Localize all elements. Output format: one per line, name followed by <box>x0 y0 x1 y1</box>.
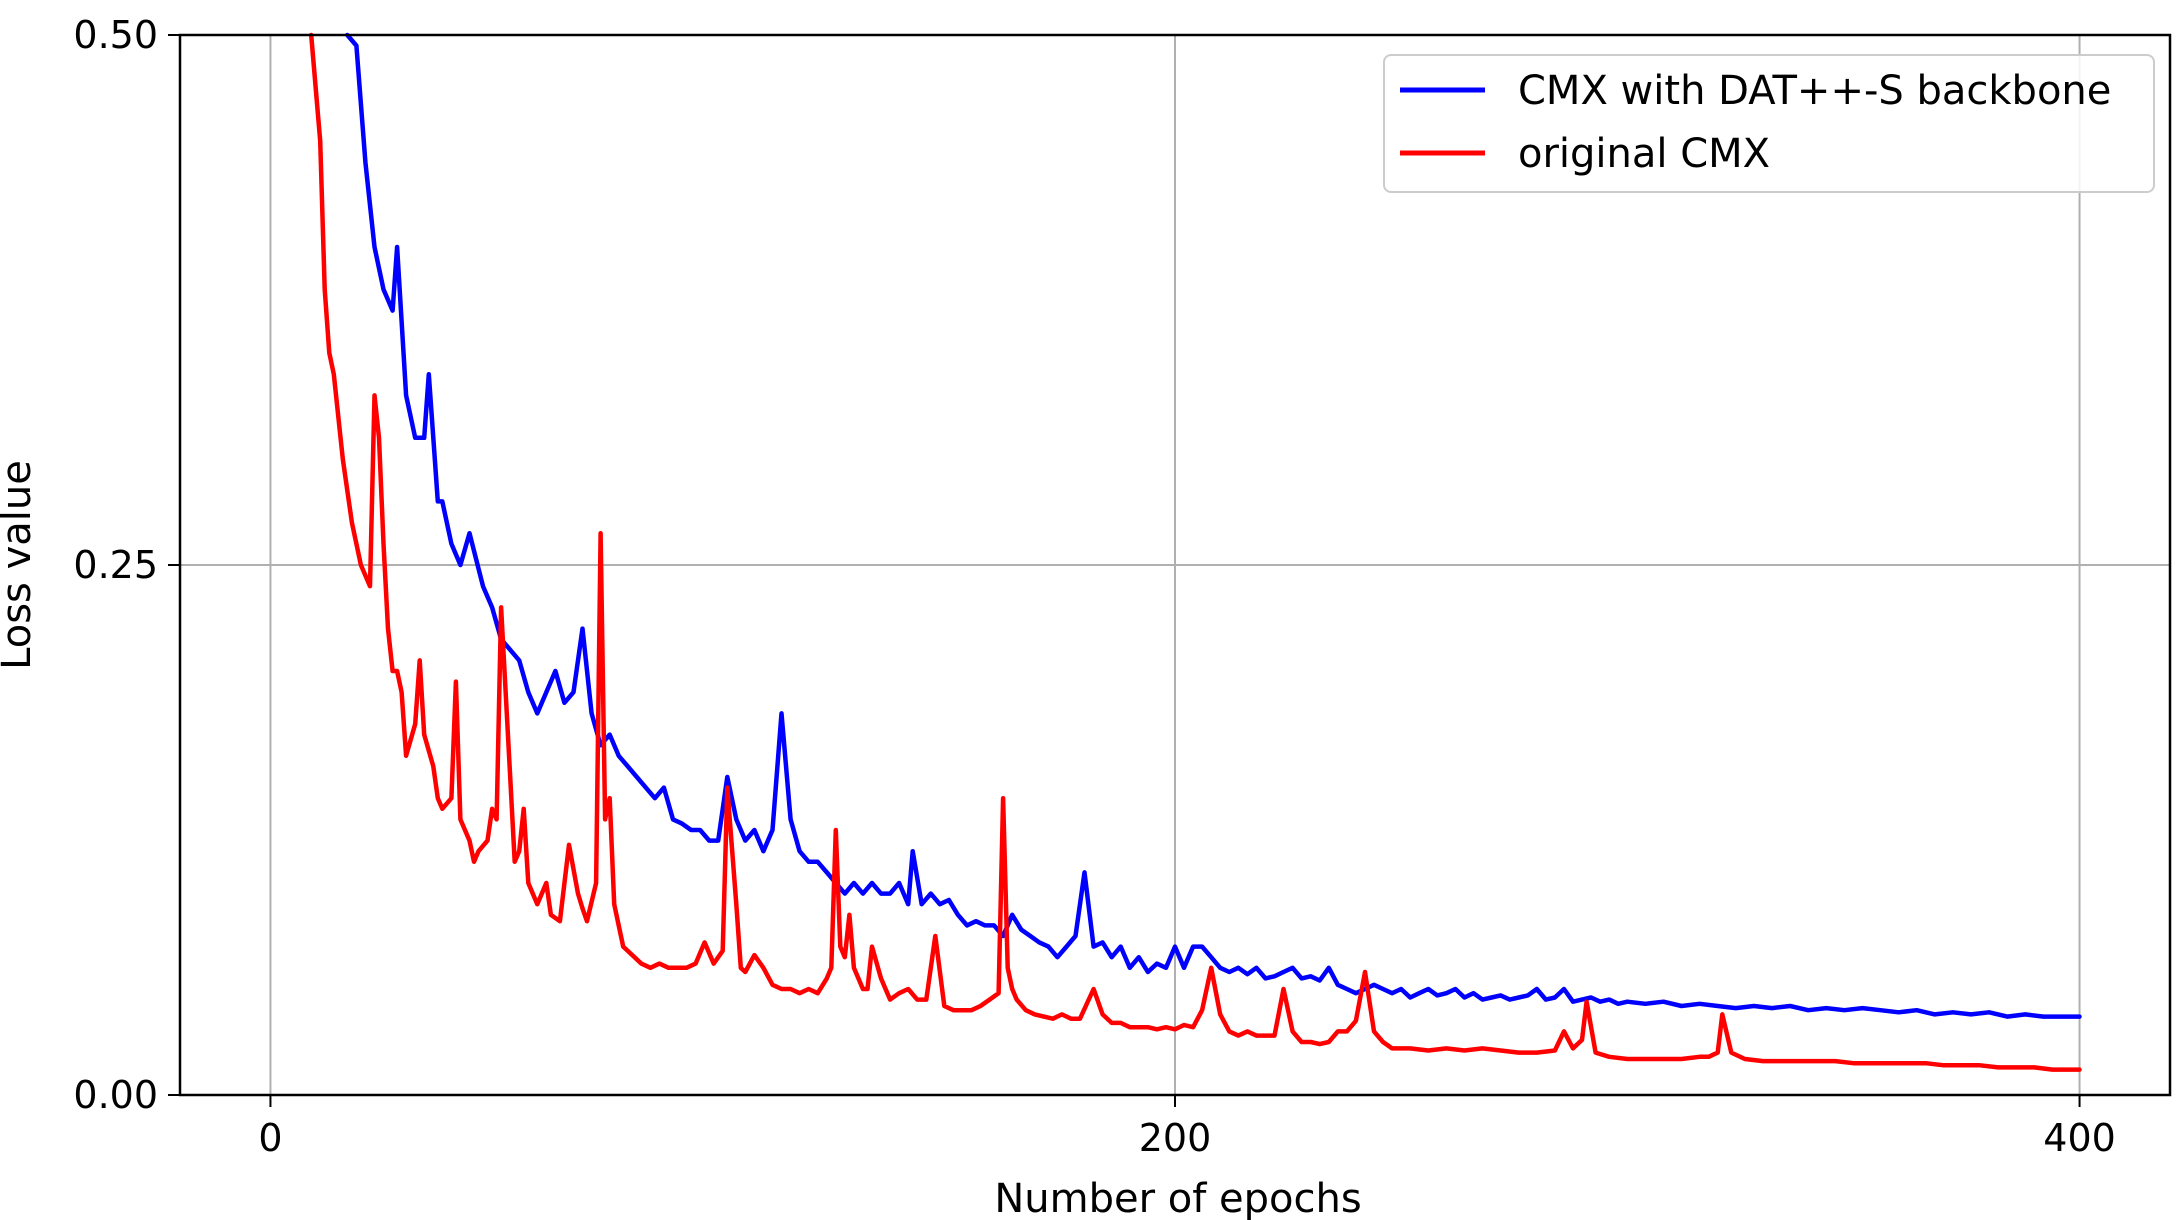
x-tick-label: 200 <box>1139 1116 1212 1160</box>
legend-label-original-cmx: original CMX <box>1518 131 1770 177</box>
series-lines <box>308 32 2082 1072</box>
y-tick-label: 0.00 <box>73 1073 158 1117</box>
y-tick-label: 0.50 <box>73 13 158 57</box>
y-axis-title: Loss value <box>0 460 40 670</box>
legend: CMX with DAT++-S backbone original CMX <box>1383 54 2155 193</box>
x-tick-label: 400 <box>2043 1116 2116 1160</box>
x-axis-title: Number of epochs <box>994 1176 1361 1220</box>
y-tick-label: 0.25 <box>73 543 158 587</box>
series-line-cmx-dat <box>345 32 2082 1019</box>
axis-ticks: 0 200 400 0.00 0.25 0.50 <box>73 13 2115 1160</box>
series-line-original-cmx <box>308 32 2082 1072</box>
x-tick-label: 0 <box>258 1116 282 1160</box>
legend-label-cmx-dat: CMX with DAT++-S backbone <box>1518 68 2111 114</box>
legend-box <box>1383 54 2155 193</box>
